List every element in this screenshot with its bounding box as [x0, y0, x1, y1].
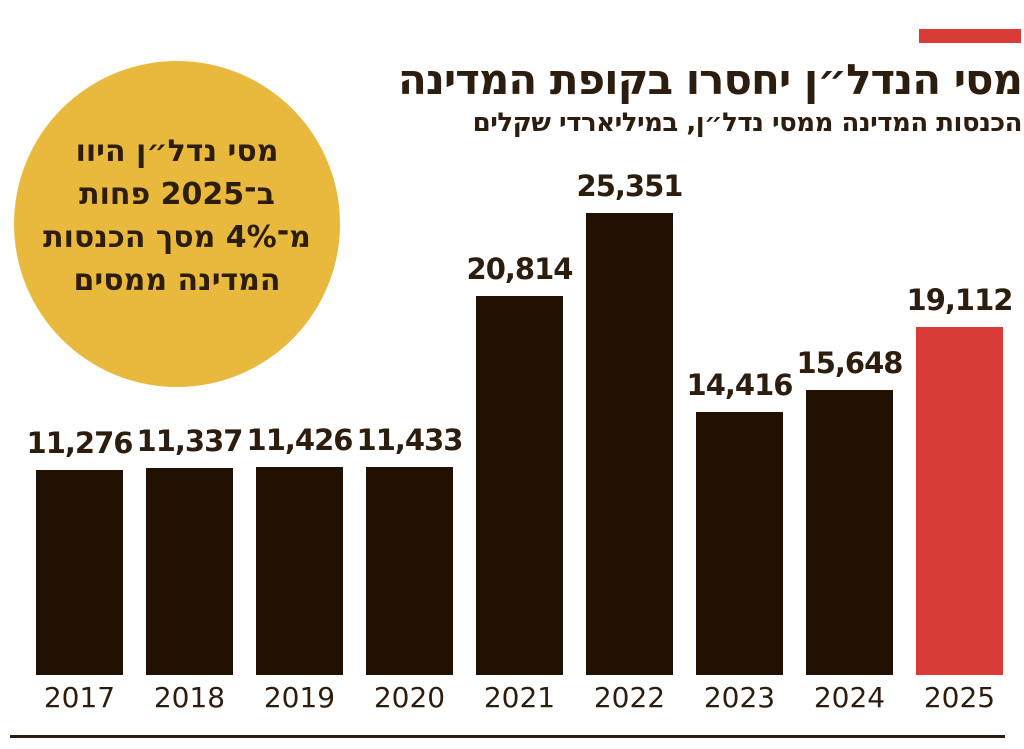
callout-text: מסי נדל״ן היוו ב־2025 פחות מ־4% מסך הכנס… — [43, 130, 311, 302]
bar-column: 11,337 — [137, 424, 243, 675]
year-label: 2018 — [153, 681, 226, 714]
bar-rect — [36, 470, 123, 675]
year-label: 2022 — [593, 681, 666, 714]
bar-value-label: 11,433 — [356, 423, 464, 457]
bar-value-label: 11,426 — [246, 423, 354, 457]
bar-column: 19,112 — [907, 283, 1013, 675]
bar-column: 14,416 — [687, 368, 793, 675]
bar-rect — [806, 390, 893, 675]
bar-value-label: 19,112 — [906, 283, 1014, 317]
chart-title: מסי הנדל״ן יחסרו בקופת המדינה — [398, 55, 1023, 104]
bar-rect — [366, 467, 453, 675]
bar-value-label: 11,276 — [26, 426, 134, 460]
year-label: 2021 — [483, 681, 556, 714]
bar-value-label: 11,337 — [136, 424, 244, 458]
bar-column: 25,351 — [577, 169, 683, 675]
bar-column: 11,426 — [247, 423, 353, 675]
bar-column: 11,433 — [357, 423, 463, 675]
callout-text-line: ב־2025 פחות — [79, 177, 275, 212]
year-label: 2019 — [263, 681, 336, 714]
highlight-callout-circle: מסי נדל״ן היוו ב־2025 פחות מ־4% מסך הכנס… — [14, 61, 340, 387]
callout-text-line: מסי נדל״ן היוו — [75, 134, 279, 169]
chart-subtitle: הכנסות המדינה ממסי נדל״ן, במיליארדי שקלי… — [472, 108, 1023, 139]
year-label: 2023 — [703, 681, 776, 714]
bar-value-label: 15,648 — [796, 346, 904, 380]
bar-value-label: 14,416 — [686, 368, 794, 402]
chart-header: מסי הנדל״ן יחסרו בקופת המדינה הכנסות המד… — [398, 55, 1023, 139]
top-red-accent-bar — [919, 29, 1021, 43]
year-label: 2017 — [43, 681, 116, 714]
bar-rect — [696, 412, 783, 675]
callout-text-line: מ־4% מסך הכנסות — [43, 220, 311, 255]
bar-rect — [256, 467, 343, 675]
bars: 11,276 11,337 11,426 11,433 20,814 25,351 14,4… — [27, 0, 1013, 675]
year-label: 2020 — [373, 681, 446, 714]
bar-column: 11,276 — [27, 426, 133, 675]
callout-text-line: המדינה ממסים — [73, 263, 281, 298]
bar-rect — [146, 468, 233, 675]
bar-rect — [916, 327, 1003, 675]
years: 2017 2018 2019 2020 2021 2022 2023 2024 2025 — [36, 681, 1003, 714]
bar-rect — [476, 296, 563, 675]
bar-column: 20,814 — [467, 252, 573, 675]
year-label: 2024 — [813, 681, 886, 714]
bar-value-label: 20,814 — [466, 252, 574, 286]
bar-rect — [586, 213, 673, 675]
bar-column: 15,648 — [797, 346, 903, 675]
year-label: 2025 — [923, 681, 996, 714]
bar-value-label: 25,351 — [576, 169, 684, 203]
baseline-rule — [10, 735, 1005, 738]
